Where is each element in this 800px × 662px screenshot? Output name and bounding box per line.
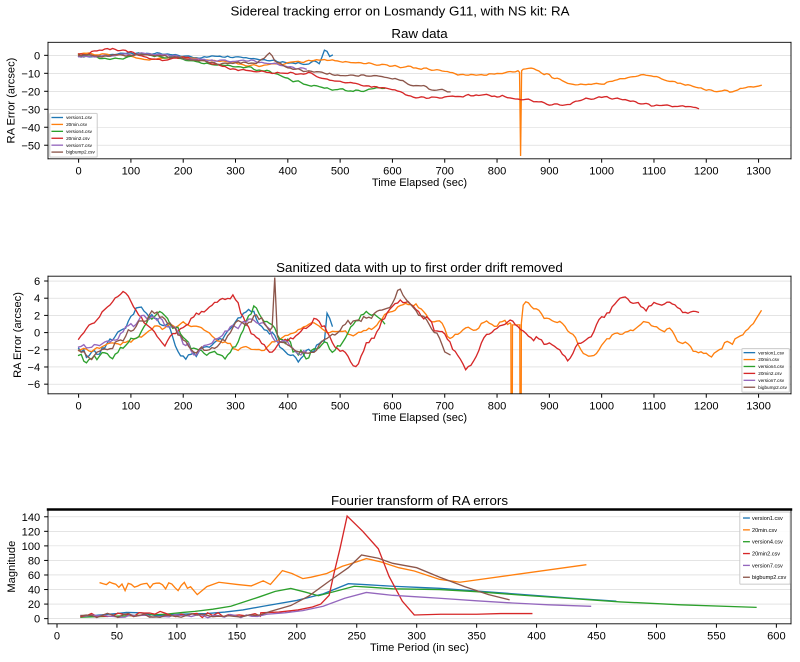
svg-text:800: 800 — [488, 401, 507, 413]
svg-text:1200: 1200 — [694, 401, 719, 413]
svg-text:100: 100 — [22, 541, 41, 553]
svg-text:2: 2 — [34, 310, 40, 322]
svg-text:−40: −40 — [21, 122, 40, 134]
svg-text:1300: 1300 — [746, 166, 771, 178]
svg-text:600: 600 — [767, 631, 786, 643]
svg-text:600: 600 — [383, 166, 402, 178]
svg-text:1200: 1200 — [694, 166, 719, 178]
svg-text:1300: 1300 — [746, 401, 771, 413]
svg-text:4: 4 — [34, 293, 40, 305]
svg-text:version1.csv: version1.csv — [66, 115, 93, 120]
svg-text:700: 700 — [435, 401, 454, 413]
svg-text:1000: 1000 — [589, 166, 614, 178]
svg-text:version7.csv: version7.csv — [758, 378, 785, 383]
svg-text:RA Error (arcsec): RA Error (arcsec) — [6, 57, 18, 143]
svg-text:60: 60 — [28, 570, 40, 582]
svg-text:500: 500 — [331, 401, 350, 413]
svg-text:900: 900 — [540, 401, 559, 413]
svg-text:1000: 1000 — [589, 401, 614, 413]
svg-text:−4: −4 — [28, 362, 41, 374]
svg-text:20min.csv: 20min.csv — [758, 357, 780, 362]
svg-text:version4.csv: version4.csv — [66, 129, 93, 134]
svg-text:80: 80 — [28, 555, 40, 567]
svg-text:40: 40 — [28, 585, 40, 597]
svg-text:Sanitized data with up to firs: Sanitized data with up to first order dr… — [276, 260, 563, 275]
svg-text:20min.csv: 20min.csv — [752, 528, 777, 534]
svg-text:20: 20 — [28, 599, 40, 611]
svg-text:50: 50 — [111, 631, 123, 643]
svg-text:6: 6 — [34, 276, 40, 288]
svg-text:−10: −10 — [21, 68, 40, 80]
svg-text:150: 150 — [228, 631, 247, 643]
svg-text:−50: −50 — [21, 140, 40, 152]
svg-text:350: 350 — [467, 631, 486, 643]
svg-text:−30: −30 — [21, 104, 40, 116]
svg-text:700: 700 — [435, 166, 454, 178]
svg-text:Time Period (in sec): Time Period (in sec) — [370, 642, 469, 654]
svg-text:−2: −2 — [28, 345, 41, 357]
svg-text:Magnitude: Magnitude — [6, 541, 18, 593]
svg-text:version4.csv: version4.csv — [758, 364, 785, 369]
svg-text:Time Elapsed (sec): Time Elapsed (sec) — [372, 412, 468, 424]
svg-text:version7.csv: version7.csv — [66, 143, 93, 148]
svg-text:version1.csv: version1.csv — [758, 350, 785, 355]
svg-text:400: 400 — [527, 631, 546, 643]
svg-text:300: 300 — [226, 166, 245, 178]
svg-text:200: 200 — [174, 166, 193, 178]
svg-text:0: 0 — [76, 166, 82, 178]
svg-text:bigbump2.csv: bigbump2.csv — [752, 575, 786, 581]
svg-text:20min2.csv: 20min2.csv — [752, 551, 780, 557]
svg-text:20min2.csv: 20min2.csv — [66, 136, 90, 141]
svg-text:200: 200 — [174, 401, 193, 413]
svg-text:900: 900 — [540, 166, 559, 178]
svg-text:300: 300 — [407, 631, 426, 643]
svg-text:100: 100 — [122, 166, 141, 178]
svg-text:RA Error (arcsec): RA Error (arcsec) — [12, 292, 24, 378]
svg-text:Time Elapsed (sec): Time Elapsed (sec) — [372, 177, 468, 189]
svg-text:500: 500 — [647, 631, 666, 643]
svg-text:400: 400 — [279, 401, 298, 413]
svg-text:140: 140 — [22, 512, 41, 524]
svg-text:bigbump2.csv: bigbump2.csv — [66, 150, 95, 155]
svg-text:version1.csv: version1.csv — [752, 516, 783, 522]
svg-text:bigbump2.csv: bigbump2.csv — [758, 385, 787, 390]
svg-text:400: 400 — [279, 166, 298, 178]
svg-text:120: 120 — [22, 526, 41, 538]
svg-text:Fourier transform of RA errors: Fourier transform of RA errors — [331, 493, 508, 508]
svg-text:20min2.csv: 20min2.csv — [758, 371, 782, 376]
svg-text:200: 200 — [288, 631, 307, 643]
svg-text:version4.csv: version4.csv — [752, 540, 783, 546]
svg-text:0: 0 — [34, 614, 40, 626]
svg-text:600: 600 — [383, 401, 402, 413]
svg-text:Sidereal tracking error on Los: Sidereal tracking error on Losmandy G11,… — [230, 4, 569, 19]
svg-text:version7.csv: version7.csv — [752, 563, 783, 569]
svg-text:−6: −6 — [28, 379, 41, 391]
svg-text:450: 450 — [587, 631, 606, 643]
svg-text:500: 500 — [331, 166, 350, 178]
svg-text:100: 100 — [122, 401, 141, 413]
svg-text:0: 0 — [34, 328, 40, 340]
svg-text:0: 0 — [54, 631, 60, 643]
svg-text:0: 0 — [76, 401, 82, 413]
svg-text:250: 250 — [347, 631, 366, 643]
svg-text:800: 800 — [488, 166, 507, 178]
svg-text:1100: 1100 — [642, 166, 666, 178]
svg-text:300: 300 — [226, 401, 245, 413]
svg-text:100: 100 — [168, 631, 187, 643]
svg-text:0: 0 — [34, 50, 40, 62]
svg-text:−20: −20 — [21, 86, 40, 98]
svg-text:550: 550 — [707, 631, 726, 643]
svg-text:Raw data: Raw data — [391, 26, 448, 41]
svg-text:1100: 1100 — [642, 401, 666, 413]
svg-text:20min.csv: 20min.csv — [66, 122, 88, 127]
